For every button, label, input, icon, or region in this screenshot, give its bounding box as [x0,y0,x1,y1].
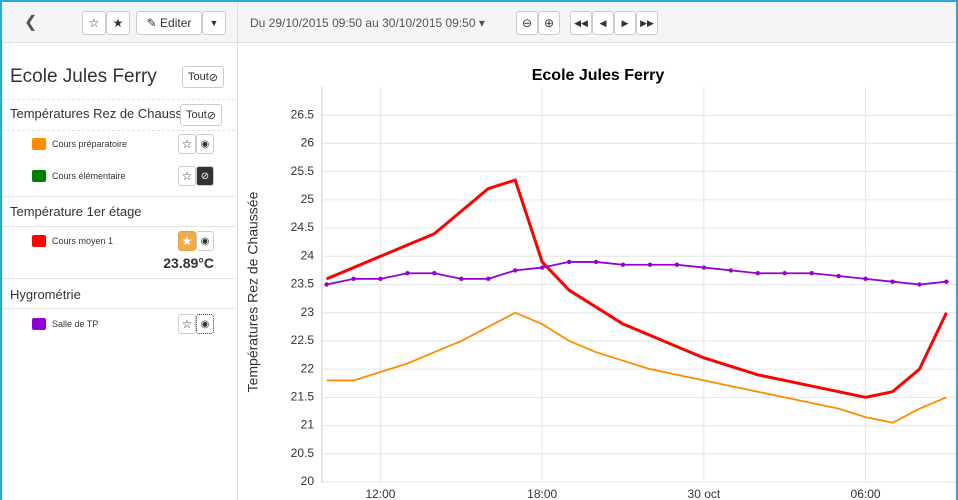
y-tick-label: 25 [301,192,315,206]
show-all-label: Tout [187,71,209,83]
y-tick-label: 20 [301,474,315,488]
y-tick-label: 21 [301,418,315,432]
data-point [890,279,895,284]
legend-label: Cours élémentaire [52,171,126,181]
sidebar-title: Ecole Jules Ferry [10,66,157,87]
data-point [432,271,437,276]
legend-label: Cours moyen 1 [52,236,114,246]
x-tick-label: 30 oct [688,487,721,500]
separator [2,278,235,279]
last-value: 23.89°C [163,255,214,271]
y-tick-label: 26 [301,136,315,150]
data-point [944,279,949,284]
visibility-button[interactable]: ⊘ [196,166,214,186]
data-point [782,271,787,276]
group-name: Température 1er étage [10,204,142,219]
back-button[interactable]: ❮ [24,14,38,31]
data-point [486,276,491,282]
date-range-label: Du 29/10/2015 09:50 au 30/10/2015 09:50 [250,16,476,30]
visibility-button[interactable]: ◉ [196,314,214,334]
legend-item: Cours moyen 1 [32,235,113,247]
data-point [809,271,814,276]
data-point [917,282,922,287]
legend-swatch [32,318,46,330]
y-tick-label: 22.5 [291,333,315,347]
data-point [405,271,410,276]
edit-label: Editer [160,16,192,30]
next-button[interactable]: ▶ [614,11,636,35]
separator [2,99,235,100]
legend-item: Cours élémentaire [32,170,126,182]
visibility-button[interactable]: ◉ [196,134,214,154]
date-range[interactable]: Du 29/10/2015 09:50 au 30/10/2015 09:50 … [250,16,485,30]
data-point [674,262,680,267]
group-show-all[interactable]: Tout ⊘ [180,104,222,126]
favorite-button[interactable]: ☆ [178,166,196,186]
data-point [593,259,599,265]
data-point [620,262,626,267]
data-point [513,268,518,273]
separator [2,196,235,197]
zoom-in[interactable]: ⊕ [538,11,560,35]
last-button[interactable]: ▶▶ [636,11,658,35]
group-show-all-label: Tout [185,109,207,121]
star-empty-button[interactable]: ☆ [82,11,106,35]
separator [2,308,235,309]
y-axis-label: Températures Rez de Chaussée [245,191,261,392]
data-point [566,259,572,265]
favorite-button[interactable]: ☆ [178,314,196,334]
separator [2,130,235,131]
separator [2,226,235,227]
series-line [326,178,948,399]
data-point [728,268,734,273]
y-tick-label: 22 [301,361,315,375]
favorite-button[interactable]: ★ [178,231,196,251]
data-point [755,271,760,276]
y-tick-label: 24 [301,248,315,262]
data-point [378,276,383,282]
y-tick-label: 26.5 [291,107,315,121]
series-line [326,261,947,286]
x-tick-label: 06:00 [851,487,881,500]
sidebar-separator [237,2,238,500]
series-line [326,311,947,424]
chart-title: Ecole Jules Ferry [532,67,665,84]
y-tick-label: 21.5 [291,390,315,404]
prev-button[interactable]: ◀ [592,11,614,35]
group-name: Hygrométrie [10,287,81,302]
show-all-button[interactable]: Tout ⊘ [182,66,224,88]
data-point [836,273,841,279]
data-point [701,265,707,270]
legend-swatch [32,138,46,150]
visibility-button[interactable]: ◉ [196,231,214,251]
data-point [459,276,464,282]
data-point [351,276,356,282]
legend-label: Cours préparatoire [52,139,128,149]
edit-button[interactable]: ✎ Editer [136,11,202,35]
first-button[interactable]: ◀◀ [570,11,592,35]
legend-label: Salle de TP [52,319,99,329]
x-tick-label: 12:00 [365,487,395,500]
legend-item: Cours préparatoire [32,138,127,150]
data-point [647,262,653,267]
zoom-out[interactable]: ⊖ [516,11,538,35]
y-tick-label: 25.5 [291,164,315,178]
edit-menu[interactable]: ▼ [202,11,226,35]
data-point [539,265,545,270]
group-name: Températures Rez de Chauss [10,106,180,121]
y-tick-label: 24.5 [291,220,315,234]
y-tick-label: 23.5 [291,277,315,291]
legend-swatch [32,235,46,247]
favorite-button[interactable]: ☆ [178,134,196,154]
y-tick-label: 20.5 [291,446,315,460]
data-point [324,282,329,287]
star-button[interactable]: ★ [106,11,130,35]
data-point [863,276,868,282]
x-tick-label: 18:00 [527,487,557,500]
legend-item: Salle de TP [32,318,98,330]
legend-swatch [32,170,46,182]
y-tick-label: 23 [301,305,315,319]
